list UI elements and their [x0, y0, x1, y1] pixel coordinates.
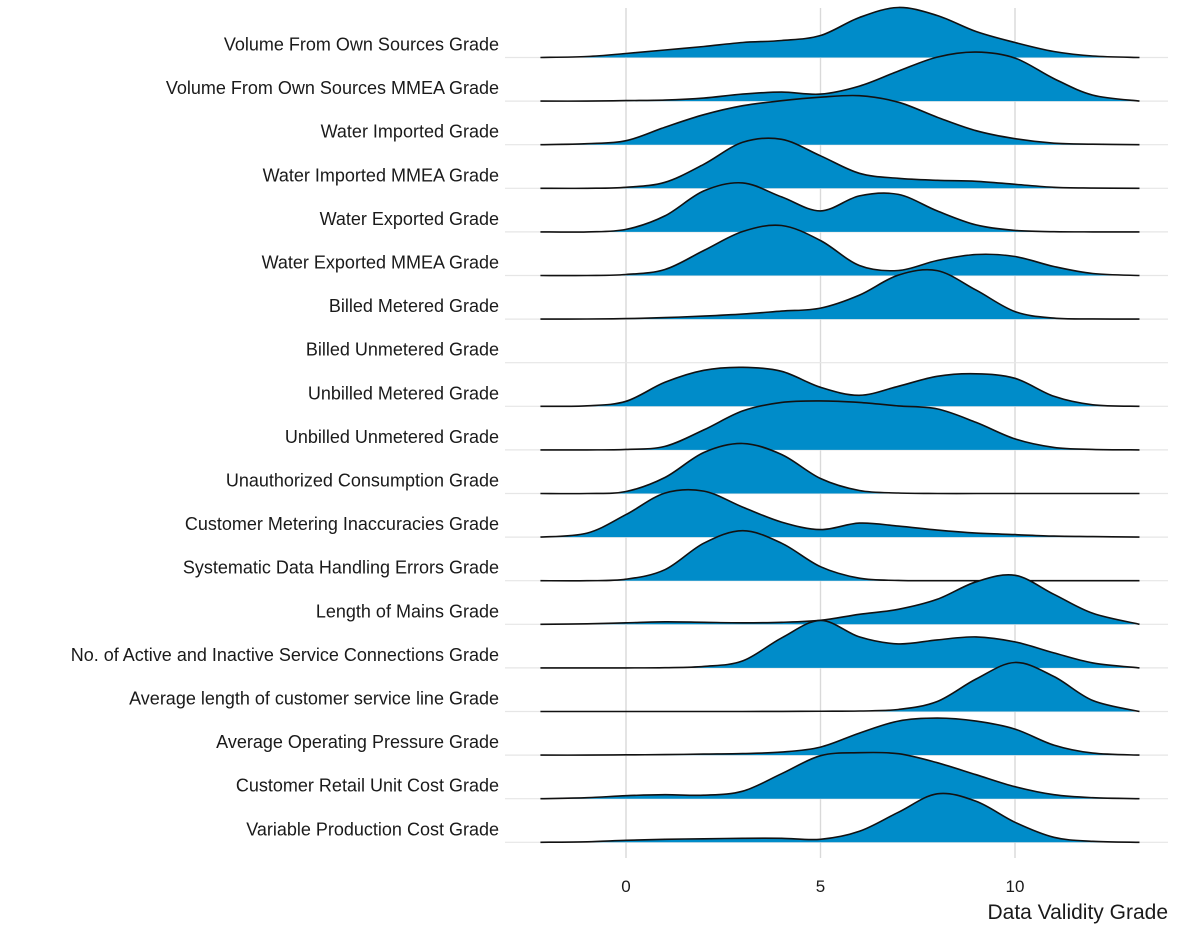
ridge-outline: [540, 51, 1140, 102]
row-label: Billed Metered Grade: [329, 296, 499, 316]
ridge-fill: [540, 138, 1140, 189]
ridge-fill: [540, 182, 1140, 233]
row-label: Water Imported MMEA Grade: [263, 165, 499, 185]
row-label: Water Exported MMEA Grade: [262, 253, 499, 273]
ridge-outline: [540, 268, 1140, 320]
row-labels: Volume From Own Sources Grade Volume From…: [71, 35, 499, 840]
ridges: [540, 6, 1140, 844]
row-label: Volume From Own Sources Grade: [224, 35, 499, 55]
ridge-fill: [540, 443, 1140, 494]
row-label: Volume From Own Sources MMEA Grade: [166, 78, 499, 98]
ridge-fill: [540, 7, 1140, 58]
ridge-outline: [540, 442, 1140, 495]
row-label: Water Imported Grade: [321, 122, 499, 142]
x-axis-ticks: 0 5 10: [621, 877, 1024, 896]
row-label: Customer Retail Unit Cost Grade: [236, 776, 499, 796]
x-tick-label: 5: [816, 877, 825, 896]
ridge-fill: [540, 793, 1140, 843]
ridge-fill: [540, 530, 1140, 581]
ridge-fill: [540, 489, 1140, 538]
ridge-fill: [540, 52, 1140, 102]
row-label: Length of Mains Grade: [316, 601, 499, 621]
x-tick-label: 0: [621, 877, 630, 896]
ridge-outline: [540, 574, 1140, 626]
ridge-outline: [540, 792, 1140, 844]
ridge-fill: [540, 662, 1140, 712]
ridge-outline: [540, 661, 1140, 713]
ridge-outline: [540, 529, 1140, 582]
ridge-fill: [540, 225, 1140, 276]
ridge-fill: [540, 620, 1140, 668]
ridge-outline: [540, 488, 1140, 538]
row-label: Unauthorized Consumption Grade: [226, 471, 499, 491]
ridge-outline: [540, 619, 1140, 669]
row-label: Average length of customer service line …: [129, 689, 499, 709]
ridge-outline: [540, 181, 1140, 233]
ridge-fill: [540, 718, 1140, 756]
ridge-outline: [540, 94, 1140, 146]
row-label: Average Operating Pressure Grade: [216, 732, 499, 752]
row-label: Variable Production Cost Grade: [246, 819, 499, 839]
ridge-fill: [540, 95, 1140, 145]
row-label: Customer Metering Inaccuracies Grade: [185, 514, 499, 534]
ridge-fill: [540, 367, 1140, 407]
row-label: Systematic Data Handling Errors Grade: [183, 558, 499, 578]
ridge-fill: [540, 269, 1140, 320]
ridge-outline: [540, 366, 1140, 408]
ridge-outline: [540, 400, 1140, 451]
row-label: Unbilled Unmetered Grade: [285, 427, 499, 447]
row-label: Water Exported Grade: [320, 209, 499, 229]
row-label: No. of Active and Inactive Service Conne…: [71, 645, 499, 665]
ridge-outline: [540, 751, 1140, 800]
ridge-fill: [540, 574, 1140, 625]
ridge-outline: [540, 6, 1140, 59]
ridge-outline: [540, 717, 1140, 756]
x-axis-title: Data Validity Grade: [987, 901, 1168, 924]
ridge-outline: [540, 224, 1140, 277]
row-label: Unbilled Metered Grade: [308, 383, 499, 403]
ridge-fill: [540, 752, 1140, 799]
ridge-fill: [540, 400, 1140, 450]
ridge-outline: [540, 137, 1140, 190]
x-tick-label: 10: [1006, 877, 1025, 896]
row-label: Billed Unmetered Grade: [306, 340, 499, 360]
